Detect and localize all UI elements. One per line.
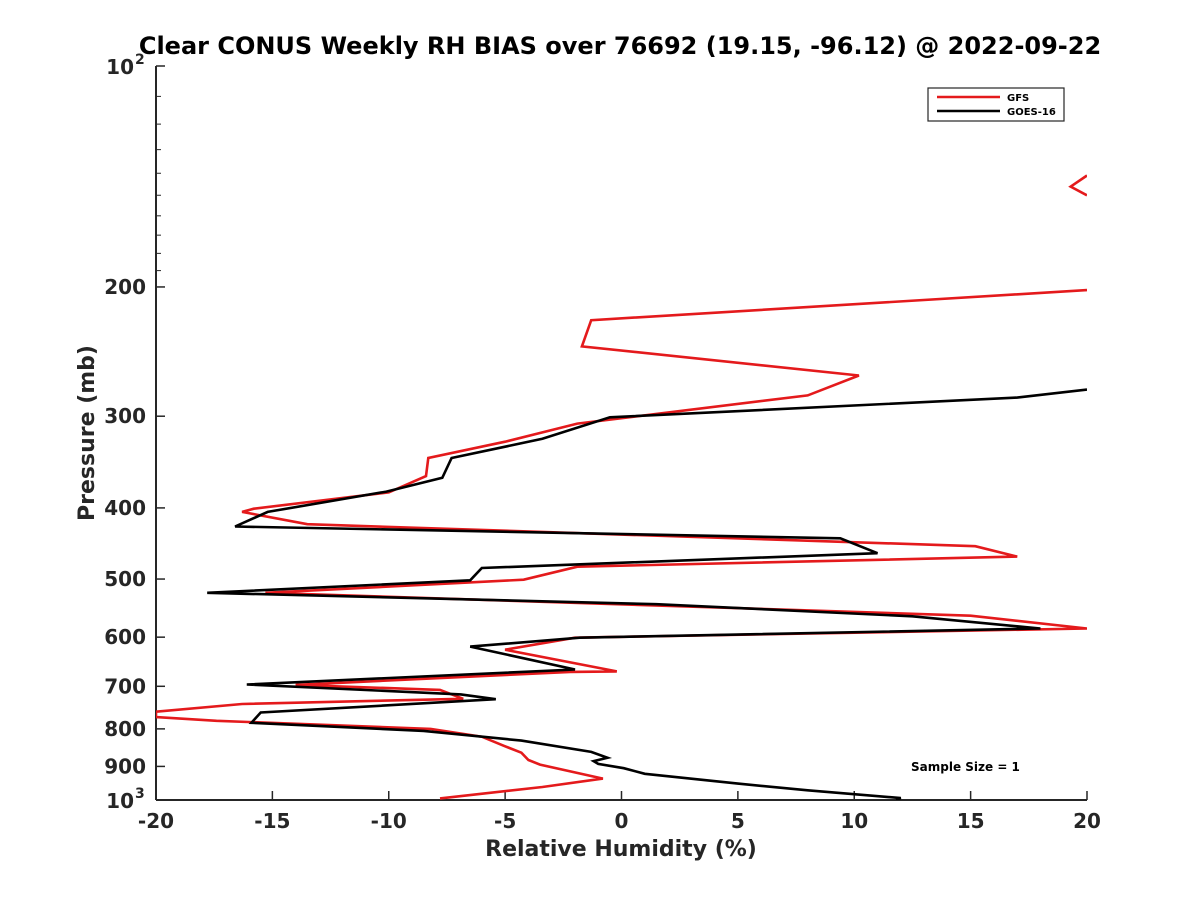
axes: -20 -15 -10 -5 0 5 10 15 20 200 300 400 500 600 700 800… bbox=[104, 52, 1101, 833]
y-tick-label: 500 bbox=[104, 567, 146, 591]
y-tick-label: 800 bbox=[104, 717, 146, 741]
sample-size-annotation: Sample Size = 1 bbox=[911, 760, 1020, 774]
x-tick-label: 5 bbox=[731, 809, 745, 833]
legend-label-gfs: GFS bbox=[1007, 93, 1029, 104]
y-bottom-label: 10 bbox=[106, 789, 134, 813]
y-bottom-label-exponent: 3 bbox=[135, 786, 145, 802]
y-top-label-exponent: 2 bbox=[135, 52, 145, 68]
series-line-gfs-2 bbox=[156, 288, 1087, 800]
legend-box bbox=[927, 87, 1065, 122]
series-line-gfs-1 bbox=[1068, 174, 1087, 197]
chart-title: Clear CONUS Weekly RH BIAS over 76692 (1… bbox=[139, 32, 1101, 60]
y-tick-label: 700 bbox=[104, 674, 146, 698]
series-lines bbox=[156, 174, 1087, 800]
y-tick-label: 900 bbox=[104, 754, 146, 778]
y-tick-label: 400 bbox=[104, 496, 146, 520]
y-axis-label: Pressure (mb) bbox=[75, 345, 100, 521]
y-tick-label: 600 bbox=[104, 625, 146, 649]
x-tick-label: 0 bbox=[615, 809, 629, 833]
legend-label-goes16: GOES-16 bbox=[1007, 107, 1056, 118]
x-tick-label: 15 bbox=[957, 809, 985, 833]
x-tick-label: -20 bbox=[138, 809, 174, 833]
legend: GFS GOES-16 bbox=[927, 87, 1065, 122]
x-tick-label: -5 bbox=[494, 809, 516, 833]
series-line-goes16 bbox=[207, 388, 1087, 800]
y-top-label: 10 bbox=[106, 55, 134, 79]
x-tick-label: -10 bbox=[371, 809, 407, 833]
x-tick-label: -15 bbox=[254, 809, 290, 833]
x-tick-label: 10 bbox=[840, 809, 868, 833]
y-tick-label: 200 bbox=[104, 275, 146, 299]
x-axis-label: Relative Humidity (%) bbox=[485, 837, 757, 862]
x-tick-label: 20 bbox=[1073, 809, 1101, 833]
y-tick-label: 300 bbox=[104, 404, 146, 428]
